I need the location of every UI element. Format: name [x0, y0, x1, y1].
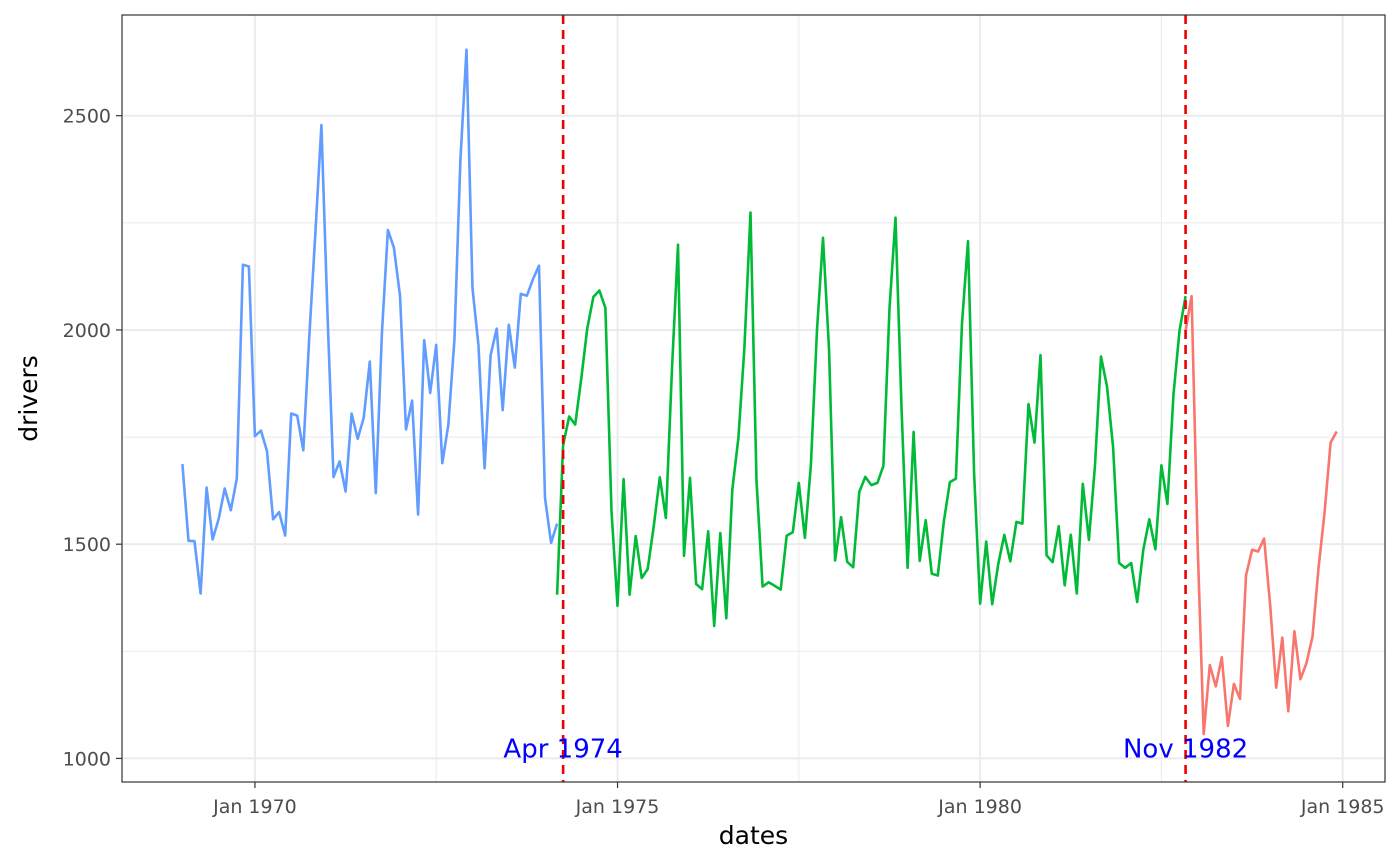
series-lines: [181, 48, 1338, 736]
break-label-1: Apr 1974: [503, 734, 622, 764]
x-tick-label: Jan 1970: [212, 796, 297, 818]
series-line-1: [181, 48, 559, 595]
x-tick-label: Jan 1975: [575, 796, 660, 818]
series-line-3: [1184, 294, 1338, 736]
x-tick-label: Jan 1985: [1300, 796, 1385, 818]
y-axis-title: drivers: [14, 355, 43, 442]
y-tick-label: 2000: [63, 320, 111, 342]
x-tick-label: Jan 1980: [937, 796, 1022, 818]
y-tick-label: 1500: [63, 534, 111, 556]
y-tick-label: 2500: [63, 106, 111, 128]
x-axis-title: dates: [719, 821, 788, 850]
break-label-2: Nov 1982: [1123, 734, 1248, 764]
series-line-2: [555, 211, 1187, 628]
panel-border: [121, 14, 1386, 783]
axis-ticks: Jan 1970 Jan 1975 Jan 1980 Jan 1985 1000 1500…: [63, 106, 1385, 818]
y-tick-label: 1000: [63, 748, 111, 770]
annotations: Apr 1974 Nov 1982: [503, 15, 1248, 782]
